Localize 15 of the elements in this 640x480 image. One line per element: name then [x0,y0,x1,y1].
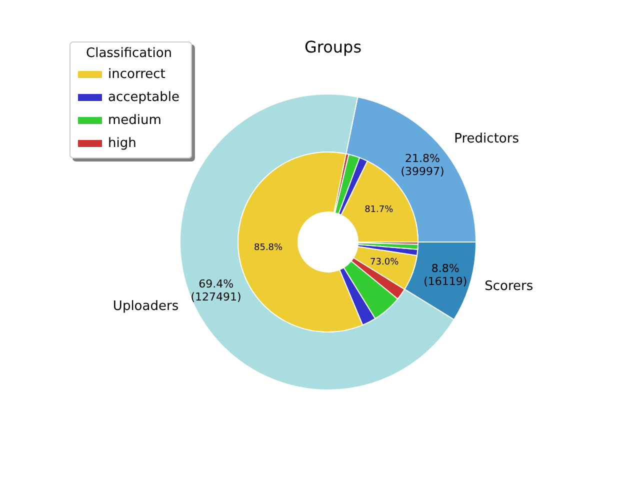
legend-title: Classification [86,46,172,61]
text: 73.0% [370,258,400,268]
slice-label: Uploaders [112,299,179,314]
legend-label: incorrect [108,67,166,82]
text: 81.7% [364,205,394,216]
legend-label: medium [108,113,162,128]
data-label: 69.4% (127491) [190,277,242,304]
slice-label: Scorers [484,278,534,294]
slice-label: Predictors [454,132,520,147]
text: 85.8% [254,242,284,253]
legend-label: acceptable [108,90,180,105]
legend-label: high [108,136,136,151]
chart-title: Groups [304,38,362,56]
data-label: 8.8% (16119) [424,262,468,288]
data-label: 21.8% (39997) [400,152,444,178]
